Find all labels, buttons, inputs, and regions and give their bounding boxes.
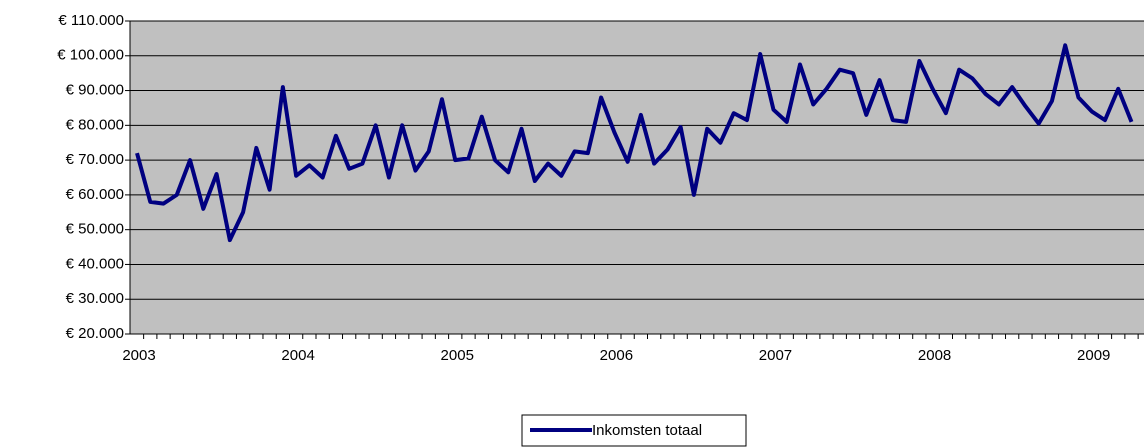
y-tick-label: € 50.000 (66, 221, 124, 238)
x-tick-label: 2007 (759, 347, 792, 364)
y-tick-label: € 70.000 (66, 151, 124, 168)
y-tick-label: € 100.000 (57, 47, 124, 64)
y-tick-label: € 110.000 (58, 12, 124, 29)
y-tick-label: € 80.000 (66, 116, 124, 133)
x-tick-label: 2004 (281, 347, 314, 364)
y-tick-label: € 30.000 (66, 290, 124, 307)
x-tick-label: 2006 (600, 347, 633, 364)
x-tick-label: 2008 (918, 347, 951, 364)
x-tick-label: 2009 (1077, 347, 1110, 364)
legend-label: Inkomsten totaal (592, 422, 702, 439)
y-tick-label: € 20.000 (66, 325, 124, 342)
y-tick-label: € 90.000 (66, 82, 124, 99)
plot-area (129, 20, 1144, 335)
x-tick-label: 2003 (122, 347, 155, 364)
y-tick-label: € 40.000 (66, 255, 124, 272)
x-tick-label: 2005 (441, 347, 474, 364)
y-tick-label: € 60.000 (66, 186, 124, 203)
legend: Inkomsten totaal (521, 414, 747, 447)
series-line (135, 43, 1134, 243)
